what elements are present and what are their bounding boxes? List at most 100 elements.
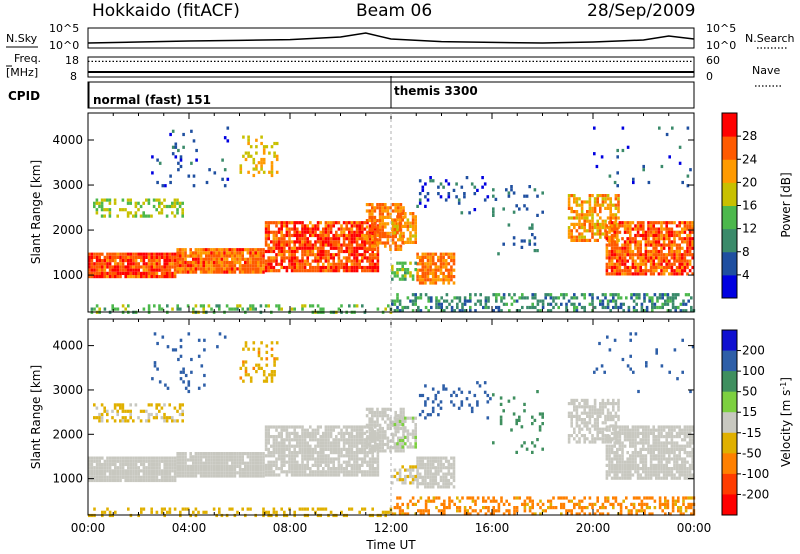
range-cell (270, 460, 273, 464)
range-cell (231, 251, 234, 255)
power-colorbar-tick-label: 4 (742, 268, 750, 282)
range-cell (251, 458, 255, 462)
range-cell (678, 256, 681, 260)
range-cell (409, 474, 412, 479)
range-cell (285, 435, 289, 439)
range-cell (605, 425, 609, 429)
range-cell (616, 272, 619, 276)
range-cell (246, 452, 250, 456)
range-cell (655, 428, 658, 432)
range-cell (303, 473, 307, 477)
range-cell (270, 470, 273, 474)
range-cell (484, 305, 488, 310)
range-cell (361, 240, 364, 244)
range-cell (268, 151, 271, 155)
range-cell (301, 457, 304, 461)
range-cell (662, 473, 666, 477)
range-cell (361, 451, 364, 455)
range-cell (678, 467, 681, 471)
range-cell (186, 254, 190, 258)
range-cell (348, 457, 351, 461)
range-cell (411, 419, 415, 423)
range-cell (626, 463, 629, 467)
range-cell (194, 464, 198, 468)
range-cell (426, 462, 430, 467)
range-cell (686, 259, 689, 263)
range-cell (324, 240, 328, 244)
range-cell (285, 256, 289, 260)
range-cell (371, 230, 374, 234)
range-cell (366, 269, 369, 273)
range-cell (303, 454, 307, 458)
range-cell (163, 478, 166, 483)
range-cell (225, 304, 229, 308)
range-cell (626, 269, 629, 273)
range-cell (319, 441, 322, 445)
range-cell (617, 414, 620, 418)
range-cell (366, 249, 369, 254)
range-cell (368, 241, 371, 245)
range-cell (399, 436, 403, 440)
range-cell (398, 268, 402, 272)
range-cell (531, 305, 534, 310)
range-cell (642, 233, 645, 238)
range-cell (363, 431, 367, 435)
range-cell (342, 230, 346, 234)
range-cell (397, 417, 400, 421)
power-colorbar-swatch (722, 136, 737, 160)
range-cell (426, 271, 430, 275)
range-cell (366, 256, 369, 260)
range-cell (106, 271, 109, 275)
range-cell (575, 421, 579, 425)
range-cell (575, 296, 579, 300)
range-cell (363, 246, 367, 250)
range-cell (657, 249, 661, 254)
range-cell (621, 224, 624, 228)
range-cell (434, 478, 438, 483)
range-cell (272, 451, 276, 455)
range-cell (301, 269, 304, 273)
range-cell (345, 243, 348, 247)
range-cell (181, 468, 185, 472)
range-cell (350, 451, 354, 455)
range-cell (391, 221, 394, 225)
range-cell (393, 299, 397, 303)
range-cell (670, 438, 674, 442)
range-cell (502, 293, 506, 297)
range-cell (298, 451, 302, 455)
range-cell (340, 467, 343, 471)
range-cell (613, 246, 616, 250)
range-cell (378, 228, 382, 232)
range-cell (387, 304, 390, 308)
range-cell (267, 224, 270, 228)
range-cell (365, 247, 369, 251)
range-cell (686, 249, 689, 254)
range-cell (593, 408, 597, 412)
range-cell (215, 464, 218, 468)
range-cell (173, 275, 177, 279)
range-cell (114, 275, 117, 279)
range-cell (239, 167, 243, 171)
range-cell (591, 408, 594, 412)
range-cell (134, 475, 138, 479)
range-cell (411, 302, 415, 306)
range-cell (129, 475, 133, 479)
range-cell (629, 230, 632, 234)
range-cell (223, 471, 226, 475)
range-cell (358, 221, 361, 225)
range-cell (531, 233, 534, 237)
range-cell (664, 293, 667, 297)
range-cell (683, 230, 687, 234)
range-cell (212, 251, 216, 255)
range-cell (371, 215, 374, 219)
range-cell (371, 467, 374, 471)
range-cell (329, 256, 333, 260)
range-cell (280, 243, 283, 247)
range-cell (666, 299, 670, 303)
range-cell (309, 447, 312, 451)
range-cell (404, 435, 407, 439)
range-cell (378, 436, 382, 440)
range-cell (90, 478, 94, 483)
range-cell (121, 252, 125, 256)
